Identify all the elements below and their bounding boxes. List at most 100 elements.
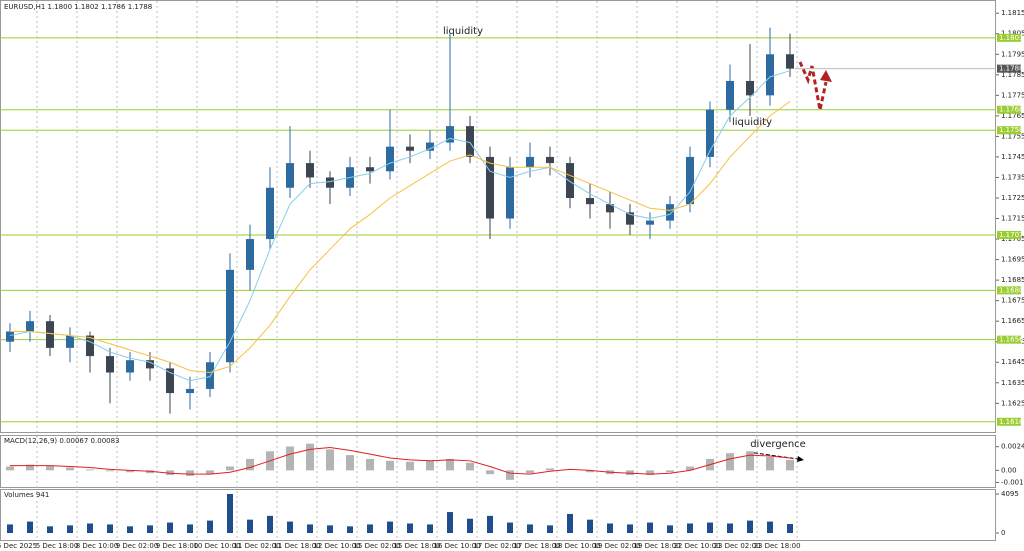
macd-bar (766, 457, 774, 471)
candle-body (226, 269, 234, 363)
volume-bar (787, 524, 793, 533)
volume-bar (287, 521, 293, 533)
y-tick-label: 0 (1001, 529, 1005, 537)
candle-body (546, 156, 554, 164)
last-price-label: 1.1788 (999, 65, 1024, 73)
candle-body (426, 142, 434, 151)
macd-bar (46, 465, 54, 471)
macd-bar (246, 458, 254, 471)
y-tick-label: -0.00127 (1001, 478, 1024, 486)
y-tick-label: 1.1785 (1001, 71, 1024, 79)
macd-bar (506, 470, 514, 480)
level-label: 1.1656 (999, 336, 1024, 344)
macd-bar (66, 467, 74, 471)
candle-body (246, 239, 254, 270)
x-tick-label: 9 Dec 18:00 (156, 542, 199, 550)
forecast-arrow (798, 61, 828, 111)
volume-bar (727, 523, 733, 533)
macd-bar (666, 470, 674, 473)
level-label-box (997, 417, 1021, 426)
candle-body (106, 356, 114, 373)
candle-body (786, 54, 794, 69)
macd-bar (346, 455, 354, 471)
macd-bar (226, 466, 234, 471)
x-tick-label: 18 Dec 10:00 (553, 542, 600, 550)
level-label-box (997, 33, 1021, 42)
candle-body (626, 212, 634, 225)
candle-body (306, 163, 314, 178)
volume-bar (427, 524, 433, 533)
candle-body (666, 204, 674, 221)
candle-body (746, 80, 754, 96)
macd-bar (786, 459, 794, 471)
volume-bar (327, 525, 333, 533)
x-tick-label: 5 Dec 2025 (0, 542, 37, 550)
level-label: 1.1803 (999, 34, 1024, 42)
y-tick-label: 1.1675 (1001, 297, 1024, 305)
volume-bar (747, 520, 753, 533)
arrow-head (820, 70, 832, 82)
y-tick-label: 1.1775 (1001, 91, 1024, 99)
y-tick-label: 1.1705 (1001, 235, 1024, 243)
candle-body (206, 362, 214, 389)
macd-bar (486, 470, 494, 475)
volume-bar (667, 525, 673, 533)
macd-bar (206, 470, 214, 475)
macd-bar (526, 470, 534, 474)
y-tick-label: 4095 (1001, 490, 1019, 498)
y-tick-label: 1.1685 (1001, 276, 1024, 284)
volume-bar (547, 525, 553, 533)
y-tick-label: 1.1735 (1001, 173, 1024, 181)
volume-bar (387, 521, 393, 533)
macd-bar (386, 460, 394, 471)
candle-body (466, 126, 474, 157)
vertical-grid (36, 1, 798, 540)
macd-bar (646, 470, 654, 476)
level-label: 1.1768 (999, 106, 1024, 114)
x-tick-label: 12 Dec 10:00 (313, 542, 360, 550)
candle-body (686, 156, 694, 205)
x-tick-label: 19 Dec 18:00 (633, 542, 680, 550)
volume-bar (267, 515, 273, 533)
candle-body (606, 204, 614, 213)
macd-bar (306, 443, 314, 471)
candle-body (46, 321, 54, 348)
volume-bar (647, 522, 653, 533)
candle-body (406, 146, 414, 151)
volume-bar (607, 523, 613, 533)
level-label-box (997, 105, 1021, 114)
x-tick-label: 23 Dec 18:00 (753, 542, 800, 550)
x-tick-label: 17 Dec 02:00 (473, 542, 520, 550)
volume-bar (567, 513, 573, 533)
volume-bar (127, 526, 133, 533)
y-tick-label: 1.1805 (1001, 30, 1024, 38)
moving-average (10, 101, 791, 374)
x-tick-label: 23 Dec 02:00 (713, 542, 760, 550)
level-label-box (997, 126, 1021, 135)
macd-bar (86, 469, 94, 471)
macd-bar (466, 462, 474, 471)
candle-body (86, 335, 94, 357)
y-tick-label: 1.1625 (1001, 399, 1024, 407)
y-tick-label: 1.1745 (1001, 153, 1024, 161)
volume-bar (167, 522, 173, 533)
level-label: 1.1707 (999, 231, 1024, 239)
candle-body (66, 335, 74, 348)
candle-body (566, 163, 574, 198)
volume-bar (527, 524, 533, 533)
x-tick-label: 22 Dec 10:00 (673, 542, 720, 550)
moving-average (9, 70, 791, 382)
volume-bar (307, 524, 313, 533)
macd-bar (366, 458, 374, 471)
candle-body (506, 167, 514, 219)
candle-body (286, 163, 294, 188)
volume-bar (707, 522, 713, 533)
y-tick-label: 1.1665 (1001, 317, 1024, 325)
candle-body (126, 360, 134, 373)
volume-bar (767, 521, 773, 533)
macd-bar (6, 466, 14, 471)
arrow-head (797, 456, 804, 462)
macd-bar (406, 461, 414, 471)
